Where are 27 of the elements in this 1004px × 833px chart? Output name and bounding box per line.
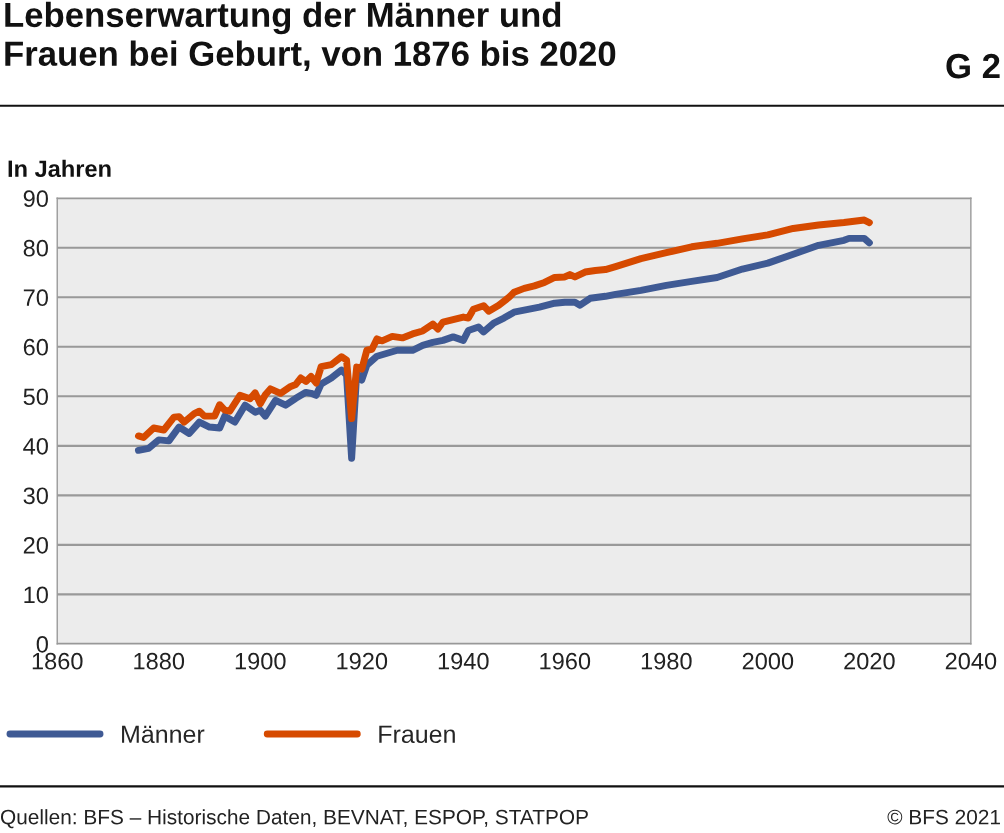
y-tick-label: 20 bbox=[23, 536, 48, 554]
x-tick-label: 1900 bbox=[235, 652, 286, 670]
x-tick-label: 1960 bbox=[540, 652, 591, 670]
text: © BFS 2021 bbox=[887, 809, 1000, 825]
x-tick-label: 1860 bbox=[32, 652, 83, 670]
x-tick-label: 1940 bbox=[438, 652, 489, 670]
y-tick-label: 60 bbox=[23, 338, 48, 356]
y-tick-label: 70 bbox=[23, 289, 48, 307]
x-tick-label: 1920 bbox=[337, 652, 388, 670]
legend-label: Männer bbox=[122, 725, 205, 744]
y-tick-label: 0 bbox=[36, 635, 48, 653]
source-note: Quellen: BFS – Historische Daten, BEVNAT, ESPOP, STATPOP bbox=[0, 809, 588, 829]
text: G 2 bbox=[946, 53, 1000, 79]
x-tick-label: 2020 bbox=[844, 652, 895, 670]
y-tick-label: 90 bbox=[23, 190, 48, 208]
x-tick-label: 1880 bbox=[134, 652, 185, 670]
y-tick-label: 30 bbox=[23, 487, 48, 505]
y-tick-label: 50 bbox=[23, 388, 48, 406]
y-tick-label: 40 bbox=[23, 437, 48, 455]
x-tick-label: 2040 bbox=[945, 652, 997, 670]
legend-label: Frauen bbox=[379, 725, 455, 744]
y-tick-label: 80 bbox=[23, 239, 48, 257]
x-tick-label: 1980 bbox=[641, 652, 692, 670]
y-tick-label: 10 bbox=[24, 586, 48, 604]
x-tick-label: 2000 bbox=[742, 652, 794, 670]
y-axis-title: In Jahren bbox=[8, 159, 111, 178]
chart-title: Lebenserwartung der Männer und Frauen bei Geburt, von 1876 bis 2020 bbox=[5, 1, 616, 72]
